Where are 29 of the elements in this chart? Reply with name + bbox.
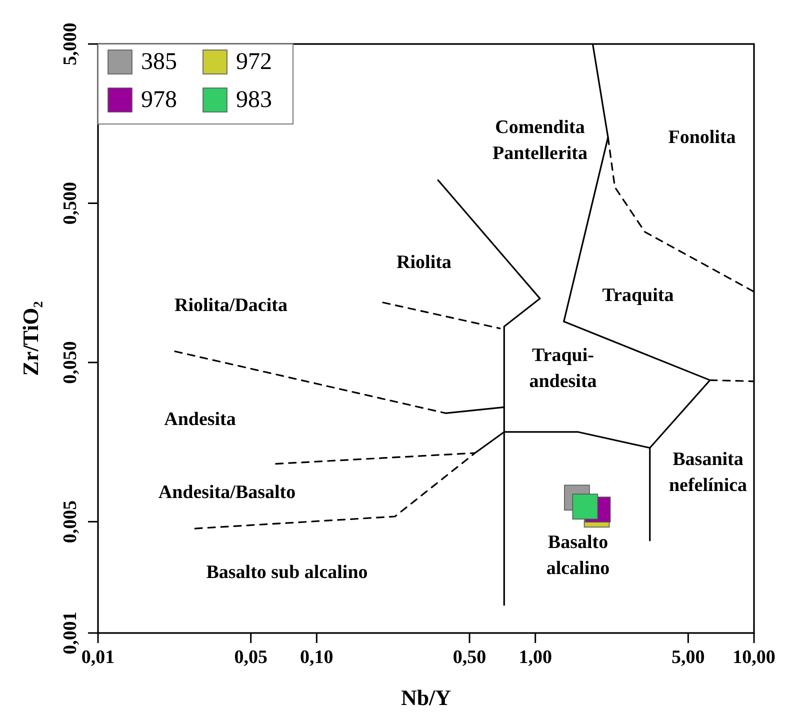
annotation: Traqui- andesita bbox=[529, 344, 598, 392]
x-tick-label: 10,00 bbox=[732, 647, 776, 668]
annotation: Andesita/Basalto bbox=[158, 482, 296, 502]
x-tick-label: 1,00 bbox=[518, 647, 552, 668]
x-tick-label: 0,01 bbox=[81, 647, 115, 668]
x-tick-label: 0,05 bbox=[234, 647, 268, 668]
y-tick-label: 5,000 bbox=[60, 22, 81, 66]
annotation: Fonolita bbox=[668, 126, 736, 148]
annotation: Riolita bbox=[396, 252, 452, 272]
y-tick-label: 0,050 bbox=[60, 341, 81, 384]
x-axis-title: Nb/Y bbox=[400, 685, 452, 710]
legend-label: 978 bbox=[141, 87, 177, 113]
legend-label: 972 bbox=[236, 49, 272, 75]
y-tick-label: 0,005 bbox=[60, 500, 81, 544]
annotation: Comendita Pantellerita bbox=[492, 116, 588, 164]
annotation: Basanita nefelínica bbox=[668, 448, 748, 496]
legend-label: 385 bbox=[141, 49, 177, 75]
x-tick-label: 5,00 bbox=[672, 647, 705, 668]
annotation: Riolita/Dacita bbox=[174, 294, 288, 316]
x-tick-label: 0,10 bbox=[300, 647, 334, 668]
legend-label: 983 bbox=[236, 87, 272, 113]
x-tick-label: 0,50 bbox=[452, 647, 486, 668]
annotation: Andesita bbox=[164, 408, 236, 430]
y-axis-title: Zr/TiO₂ bbox=[18, 300, 43, 376]
y-tick-label: 0,001 bbox=[60, 612, 81, 654]
y-tick-label: 0,500 bbox=[60, 182, 81, 225]
annotation: Basalto sub alcalino bbox=[206, 562, 368, 582]
annotation: Traquita bbox=[602, 284, 674, 306]
annotation: Basalto alcalino bbox=[546, 532, 610, 578]
